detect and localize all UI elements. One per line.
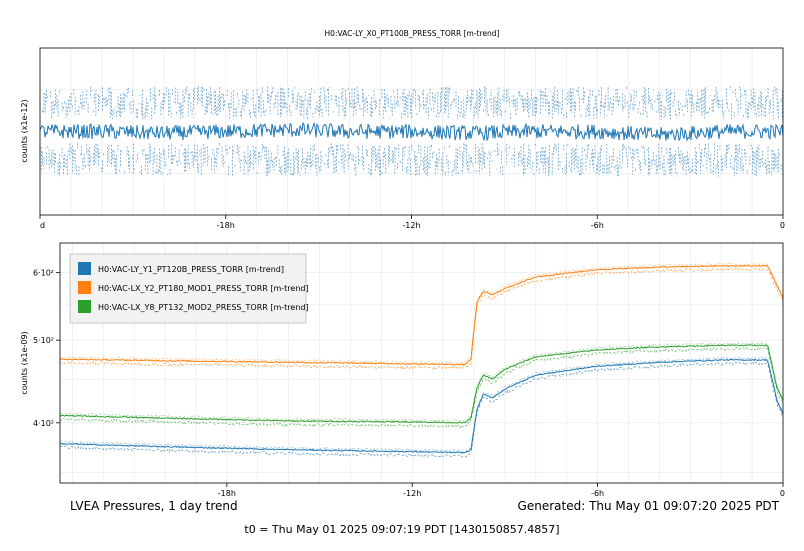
bottom-ticks: -18h -12h -6h 0 4·10² 5·10² 6·10² bbox=[33, 269, 785, 498]
bottom-x-tick-label: -18h bbox=[218, 489, 236, 498]
bottom-series-min-1 bbox=[59, 361, 784, 459]
bottom-y-tick-label: 6·10² bbox=[33, 269, 54, 278]
bottom-series-max-1 bbox=[59, 356, 784, 453]
top-y-axis-label: counts (x1e-12) bbox=[20, 99, 29, 162]
bottom-series-line-1 bbox=[59, 358, 784, 454]
top-x-tick-label: -12h bbox=[402, 221, 420, 230]
top-x-tick-label: -18h bbox=[217, 221, 235, 230]
legend-swatch-2 bbox=[78, 281, 91, 294]
top-series-area bbox=[39, 86, 784, 177]
bottom-series-min-2 bbox=[59, 267, 784, 370]
bottom-plot-frame bbox=[59, 242, 784, 484]
bottom-series-line-3 bbox=[59, 344, 784, 424]
bottom-series-area bbox=[59, 262, 784, 459]
bottom-x-tick-label: 0 bbox=[780, 489, 785, 498]
bottom-x-tick-label: -12h bbox=[403, 489, 421, 498]
bottom-series-min-3 bbox=[59, 346, 784, 429]
top-x-tick-label: 0 bbox=[780, 221, 785, 230]
top-x-ticks: d -18h -12h -6h 0 bbox=[39, 215, 785, 230]
top-series-max-band bbox=[39, 86, 783, 120]
bottom-y-axis-label: counts (x1e-09) bbox=[20, 331, 29, 394]
legend-entry-3: H0:VAC-LX_Y8_PT132_MOD2_PRESS_TORR [m-tr… bbox=[98, 303, 309, 312]
bottom-x-tick-label: -6h bbox=[591, 489, 604, 498]
legend-entry-2: H0:VAC-LX_Y2_PT180_MOD1_PRESS_TORR [m-tr… bbox=[98, 284, 309, 293]
footer-title: LVEA Pressures, 1 day trend bbox=[70, 499, 238, 513]
top-series-line bbox=[39, 121, 784, 143]
top-series-min-band bbox=[39, 143, 783, 177]
bottom-series-line-2 bbox=[59, 264, 784, 366]
legend-swatch-1 bbox=[78, 262, 91, 275]
bottom-y-tick-label: 5·10² bbox=[33, 336, 54, 345]
footer-generated: Generated: Thu May 01 09:07:20 2025 PDT bbox=[517, 499, 779, 513]
legend: H0:VAC-LY_Y1_PT120B_PRESS_TORR [m-trend]… bbox=[69, 253, 309, 324]
bottom-series-max-3 bbox=[59, 341, 784, 423]
footer-t0: t0 = Thu May 01 2025 09:07:19 PDT [14301… bbox=[244, 523, 560, 536]
top-x-tick-label: -6h bbox=[591, 221, 604, 230]
top-chart-title: H0:VAC-LY_X0_PT100B_PRESS_TORR [m-trend] bbox=[325, 29, 500, 38]
top-x-tick-label: d bbox=[40, 221, 45, 230]
bottom-series-max-2 bbox=[59, 262, 784, 365]
legend-swatch-3 bbox=[78, 300, 91, 313]
legend-box bbox=[69, 253, 307, 324]
bottom-y-tick-label: 4·10² bbox=[33, 419, 54, 428]
legend-entry-1: H0:VAC-LY_Y1_PT120B_PRESS_TORR [m-trend] bbox=[98, 265, 284, 274]
